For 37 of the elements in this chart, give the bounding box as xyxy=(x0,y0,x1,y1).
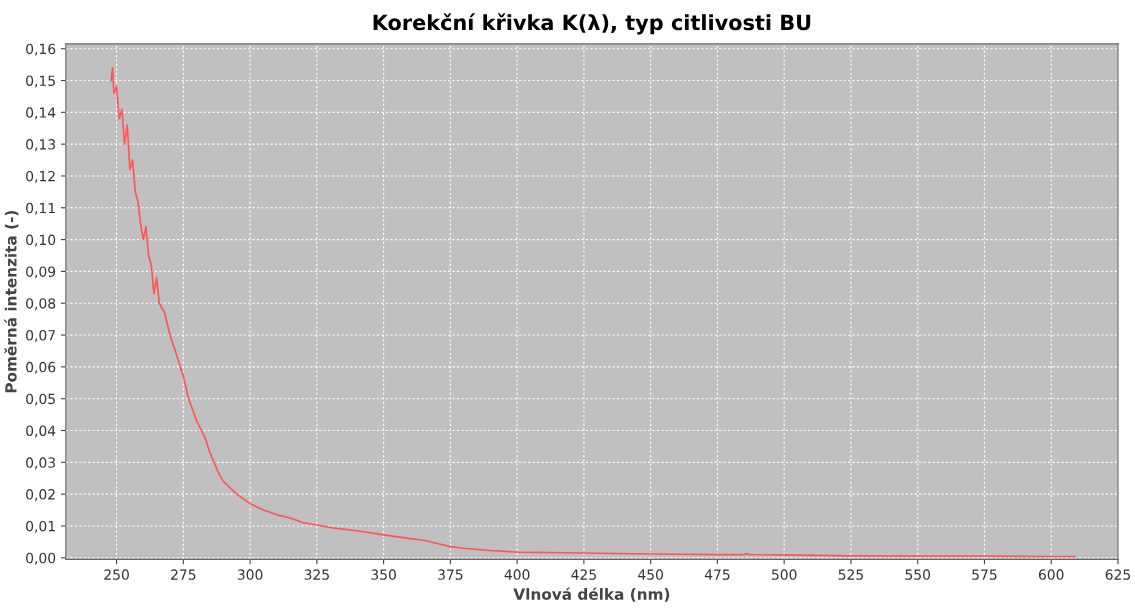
x-tick-label: 525 xyxy=(838,569,863,580)
y-tick-label: 0,02 xyxy=(26,489,55,502)
x-tick-label: 550 xyxy=(905,569,931,580)
y-tick-label: 0,01 xyxy=(26,520,55,533)
y-axis-title: Poměrná intenzita (-) xyxy=(4,210,19,393)
y-tick-label: 0,05 xyxy=(26,393,55,406)
y-tick-label: 0,07 xyxy=(26,330,55,342)
x-axis-title: Vlnová délka (nm) xyxy=(513,587,670,602)
x-tick-label: 600 xyxy=(1038,569,1064,580)
x-tick-label: 375 xyxy=(438,569,463,580)
x-tick-label: 300 xyxy=(237,569,263,580)
x-tick-label: 350 xyxy=(371,569,396,580)
x-tick-label: 400 xyxy=(504,569,530,580)
line-series xyxy=(110,66,1077,558)
y-tick-label: 0,14 xyxy=(26,107,56,120)
y-tick-label: 0,15 xyxy=(26,75,55,88)
y-tick-label: 0,10 xyxy=(26,234,56,247)
y-tick-label: 0,03 xyxy=(26,457,55,470)
x-tick-label: 625 xyxy=(1105,569,1131,580)
x-tick-label: 500 xyxy=(771,569,797,580)
x-tick-label: 425 xyxy=(571,569,596,580)
x-tick-label: 250 xyxy=(104,569,129,580)
chart-title: Korekční křivka K(λ), typ citlivosti BU xyxy=(373,13,811,35)
x-tick-label: 275 xyxy=(171,569,196,580)
y-tick-label: 0,11 xyxy=(26,202,55,215)
y-tick-label: 0,08 xyxy=(26,298,56,311)
y-tick-label: 0,13 xyxy=(26,139,55,152)
x-tick-label: 575 xyxy=(972,569,997,580)
x-tick-label: 325 xyxy=(304,569,329,580)
y-tick-label: 0,04 xyxy=(26,425,56,438)
y-tick-label: 0,06 xyxy=(26,361,56,374)
y-tick-label: 0,09 xyxy=(26,266,56,279)
y-tick-label: 0,16 xyxy=(26,43,56,56)
y-tick-label: 0,12 xyxy=(26,170,55,183)
y-tick-label: 0,00 xyxy=(26,552,56,565)
x-tick-label: 475 xyxy=(704,569,730,580)
x-tick-label: 450 xyxy=(638,569,663,580)
